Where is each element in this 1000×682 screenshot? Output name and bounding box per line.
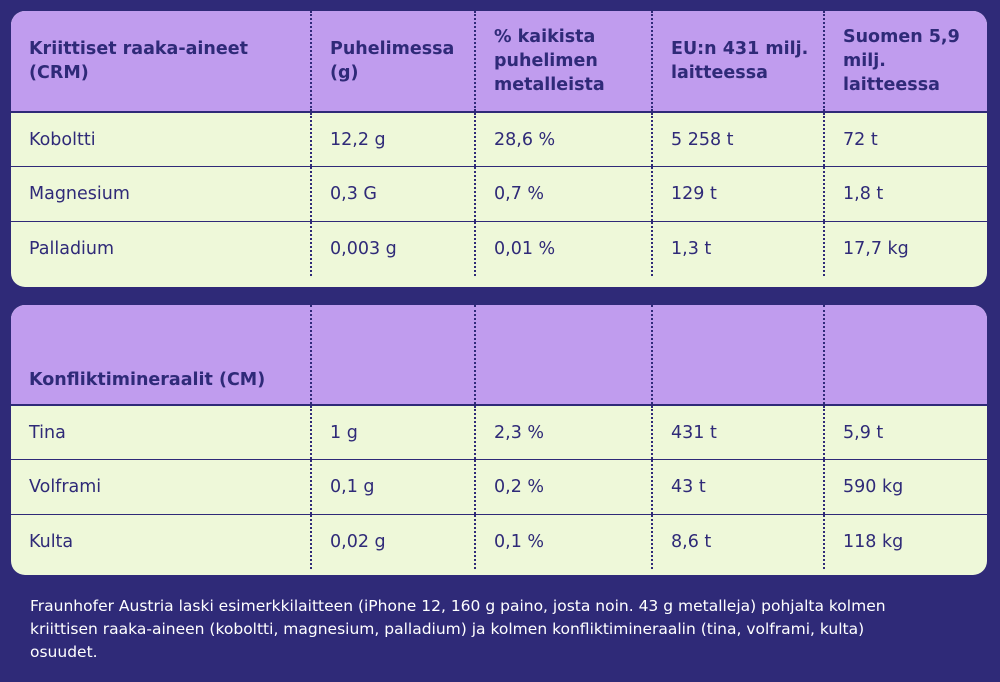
table-cell: 590 kg: [823, 460, 987, 514]
table-cell: 1,8 t: [823, 167, 987, 221]
table-cell: 0,003 g: [310, 222, 474, 276]
header-cell: [651, 305, 823, 404]
table-cell: 129 t: [651, 167, 823, 221]
table-cell: 43 t: [651, 460, 823, 514]
table-cell: 5,9 t: [823, 406, 987, 459]
table-cell: 0,3 G: [310, 167, 474, 221]
table-cell: 5 258 t: [651, 113, 823, 166]
header-cell: Konfliktimineraalit (CM): [29, 370, 266, 390]
table-cell: 0,7 %: [474, 167, 651, 221]
table-cell: Kulta: [29, 532, 74, 552]
table-cell: 1,3 t: [651, 222, 823, 276]
table-cell: 12,2 g: [310, 113, 474, 166]
table-cell: 0,01 %: [474, 222, 651, 276]
table-cell: 0,2 %: [474, 460, 651, 514]
table-row: Koboltti 12,2 g 28,6 % 5 258 t 72 t: [11, 111, 987, 166]
header-cell: [310, 305, 474, 404]
header-cell: Puhelimessa (g): [310, 11, 474, 111]
footnote: Fraunhofer Austria laski esimerkkilaitte…: [30, 597, 886, 661]
table-cell: 118 kg: [823, 515, 987, 569]
header-cell: Kriittiset raaka-aineet (CRM): [29, 39, 248, 83]
table-cell: 17,7 kg: [823, 222, 987, 276]
table-cell: Magnesium: [29, 184, 130, 204]
header-cell: % kaikista puhelimen metalleista: [474, 11, 651, 111]
table-cell: 72 t: [823, 113, 987, 166]
header-cell: EU:n 431 milj. laitteessa: [651, 11, 823, 111]
cm-table-header: Konfliktimineraalit (CM): [11, 305, 987, 404]
table-cell: Palladium: [29, 239, 115, 259]
table-cell: 0,02 g: [310, 515, 474, 569]
crm-table: Kriittiset raaka-aineet (CRM) Puhelimess…: [11, 11, 987, 287]
table-cell: 2,3 %: [474, 406, 651, 459]
table-row: Palladium 0,003 g 0,01 % 1,3 t 17,7 kg: [11, 221, 987, 276]
table-cell: 0,1 g: [310, 460, 474, 514]
table-cell: 431 t: [651, 406, 823, 459]
table-row: Magnesium 0,3 G 0,7 % 129 t 1,8 t: [11, 166, 987, 221]
cm-table: Konfliktimineraalit (CM) Tina 1 g 2,3 % …: [11, 305, 987, 575]
table-cell: Tina: [29, 422, 66, 443]
table-cell: Koboltti: [29, 129, 96, 150]
table-cell: Volframi: [29, 477, 102, 497]
table-cell: 8,6 t: [651, 515, 823, 569]
header-cell: Suomen 5,9 milj. laitteessa: [823, 11, 987, 111]
table-row: Tina 1 g 2,3 % 431 t 5,9 t: [11, 404, 987, 459]
table-cell: 1 g: [310, 406, 474, 459]
table-row: Volframi 0,1 g 0,2 % 43 t 590 kg: [11, 459, 987, 514]
table-row: Kulta 0,02 g 0,1 % 8,6 t 118 kg: [11, 514, 987, 569]
table-cell: 0,1 %: [474, 515, 651, 569]
table-cell: 28,6 %: [474, 113, 651, 166]
crm-table-header: Kriittiset raaka-aineet (CRM) Puhelimess…: [11, 11, 987, 111]
header-cell: [823, 305, 987, 404]
header-cell: [474, 305, 651, 404]
